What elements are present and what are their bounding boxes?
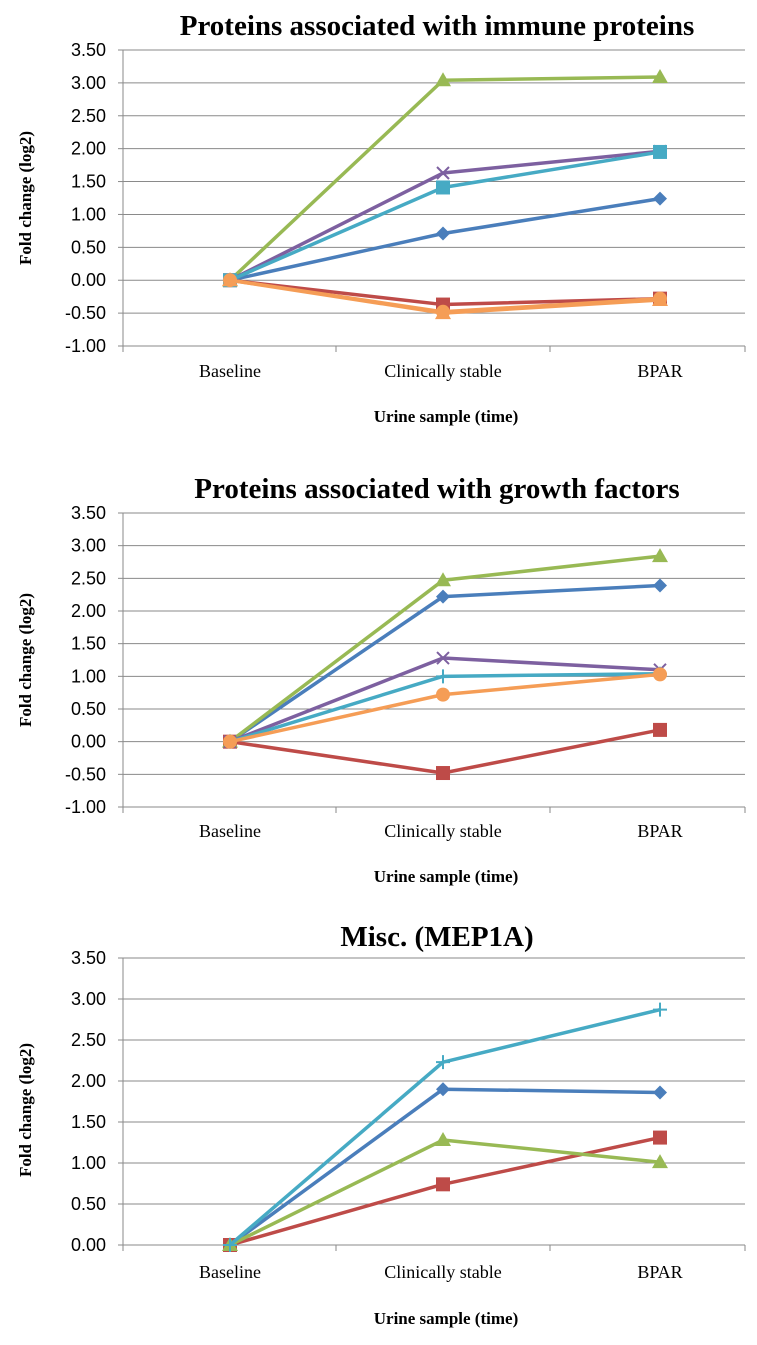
- series-5-point-1-marker: [436, 687, 450, 702]
- series-6-point-0-marker: [222, 272, 238, 287]
- series-3: [223, 144, 667, 287]
- series-0-line: [228, 1087, 661, 1247]
- y-tick-label: 0.00: [71, 270, 106, 290]
- chart-title: Proteins associated with immune proteins: [180, 10, 694, 42]
- y-tick-label: 3.50: [71, 948, 106, 968]
- y-tick-label: 2.50: [71, 106, 106, 126]
- x-axis-label: Urine sample (time): [374, 407, 518, 426]
- series-2-point-1-marker: [435, 1132, 451, 1147]
- series-1-point-1-marker: [436, 1177, 450, 1192]
- x-tick-label: BPAR: [637, 821, 682, 841]
- x-tick-label: Baseline: [199, 361, 261, 381]
- series-0-point-1-marker: [436, 1082, 450, 1097]
- y-tick-label: -0.50: [65, 764, 106, 784]
- chart-svg: Misc. (MEP1A) 3.50 3.00 2.50 2.00 1.50 1.00 0.5…: [16, 921, 746, 1328]
- series-0-point-2-marker: [653, 1085, 667, 1100]
- y-tick-label: 2.00: [71, 139, 106, 159]
- series-2-line: [229, 1138, 661, 1247]
- series-0-point-2-marker: [653, 578, 667, 593]
- series-2-point-1-marker: [435, 72, 451, 87]
- series-3-point-1-marker: [436, 166, 450, 180]
- series-1: [223, 722, 667, 781]
- x-axis-label: Urine sample (time): [374, 1309, 518, 1328]
- series-4-line: [229, 671, 661, 744]
- series-2-point-2-marker: [652, 1154, 668, 1169]
- series-5: [223, 667, 667, 749]
- series-2-point-2-marker: [652, 68, 668, 83]
- y-tick-label: 3.00: [71, 73, 106, 93]
- x-tick-label: Clinically stable: [384, 1262, 501, 1282]
- series-5-point-2-marker: [653, 667, 667, 682]
- y-tick-label: 0.00: [71, 1235, 106, 1255]
- y-tick-label: 3.00: [71, 989, 106, 1009]
- y-tick-label: 3.50: [71, 40, 106, 60]
- y-tick-label: 0.50: [71, 699, 106, 719]
- y-tick-label: 2.50: [71, 1030, 106, 1050]
- y-tick-label: -1.00: [65, 336, 106, 356]
- y-tick-label: 0.00: [71, 732, 106, 752]
- x-tick-label: BPAR: [637, 361, 682, 381]
- chart-svg: Proteins associated with immune proteins…: [16, 10, 746, 426]
- series-6-point-1-marker: [435, 305, 451, 320]
- x-axis-label: Urine sample (time): [374, 867, 518, 886]
- series-1-point-2-marker: [653, 722, 667, 737]
- series-2-line: [228, 75, 661, 282]
- chart-title: Proteins associated with growth factors: [194, 473, 679, 505]
- series-5-line: [229, 672, 661, 744]
- x-tick-label: Baseline: [199, 821, 261, 841]
- series-2: [222, 1132, 668, 1251]
- x-tick-label: BPAR: [637, 1262, 682, 1282]
- series-1-point-2-marker: [653, 1130, 667, 1145]
- y-tick-label: 1.50: [71, 634, 106, 654]
- y-tick-label: 1.00: [71, 204, 106, 224]
- y-tick-label: 2.00: [71, 601, 106, 621]
- series-3: [223, 1002, 667, 1252]
- series-3-point-2-marker: [653, 1002, 667, 1017]
- y-tick-label: 0.50: [71, 1194, 106, 1214]
- y-tick-label: 1.50: [71, 172, 106, 192]
- chart-title: Misc. (MEP1A): [340, 921, 533, 953]
- series-0-point-1-marker: [436, 589, 450, 604]
- series-0-line: [229, 196, 661, 282]
- chart-misc-mep1a: Misc. (MEP1A) 3.50 3.00 2.50 2.00 1.50 1.00 0.5…: [0, 910, 757, 1340]
- x-tick-label: Clinically stable: [384, 821, 501, 841]
- y-tick-label: 1.50: [71, 1112, 106, 1132]
- series-6: [222, 272, 668, 320]
- chart-svg: Proteins associated with growth factors 3…: [16, 473, 746, 886]
- series-6-point-2-marker: [652, 291, 668, 306]
- series-3-point-0-marker: [223, 1238, 237, 1252]
- series-0: [223, 191, 667, 288]
- y-axis-label: Fold change (log2): [16, 131, 35, 265]
- series-3-line: [228, 1007, 661, 1247]
- y-axis-label: Fold change (log2): [16, 593, 35, 727]
- series-2-point-2-marker: [652, 548, 668, 563]
- series-4-point-1-marker: [436, 669, 450, 684]
- series-1: [223, 1130, 667, 1252]
- series-3-point-1-marker: [436, 651, 450, 665]
- y-tick-label: 3.00: [71, 536, 106, 556]
- series-4-point-2-marker: [653, 144, 667, 159]
- series-0-line: [229, 583, 661, 744]
- series-2-point-1-marker: [435, 572, 451, 587]
- y-tick-label: 1.00: [71, 666, 106, 686]
- series-0-point-2-marker: [653, 191, 667, 206]
- series-5-point-0-marker: [223, 734, 237, 749]
- series-4-point-1-marker: [436, 180, 450, 195]
- chart-growth-factors: Proteins associated with growth factors 3…: [0, 462, 757, 902]
- x-tick-label: Baseline: [199, 1262, 261, 1282]
- x-tick-label: Clinically stable: [384, 361, 501, 381]
- y-tick-label: 2.50: [71, 568, 106, 588]
- y-tick-label: 3.50: [71, 503, 106, 523]
- chart-immune-proteins: Proteins associated with immune proteins…: [0, 0, 757, 440]
- series-3-point-1-marker: [436, 1055, 450, 1070]
- series-0-point-1-marker: [436, 226, 450, 241]
- y-tick-label: -1.00: [65, 797, 106, 817]
- y-tick-label: -0.50: [65, 303, 106, 323]
- y-tick-label: 2.00: [71, 1071, 106, 1091]
- y-tick-label: 0.50: [71, 237, 106, 257]
- y-axis-label: Fold change (log2): [16, 1043, 35, 1177]
- series-1-point-1-marker: [436, 766, 450, 781]
- y-tick-label: 1.00: [71, 1153, 106, 1173]
